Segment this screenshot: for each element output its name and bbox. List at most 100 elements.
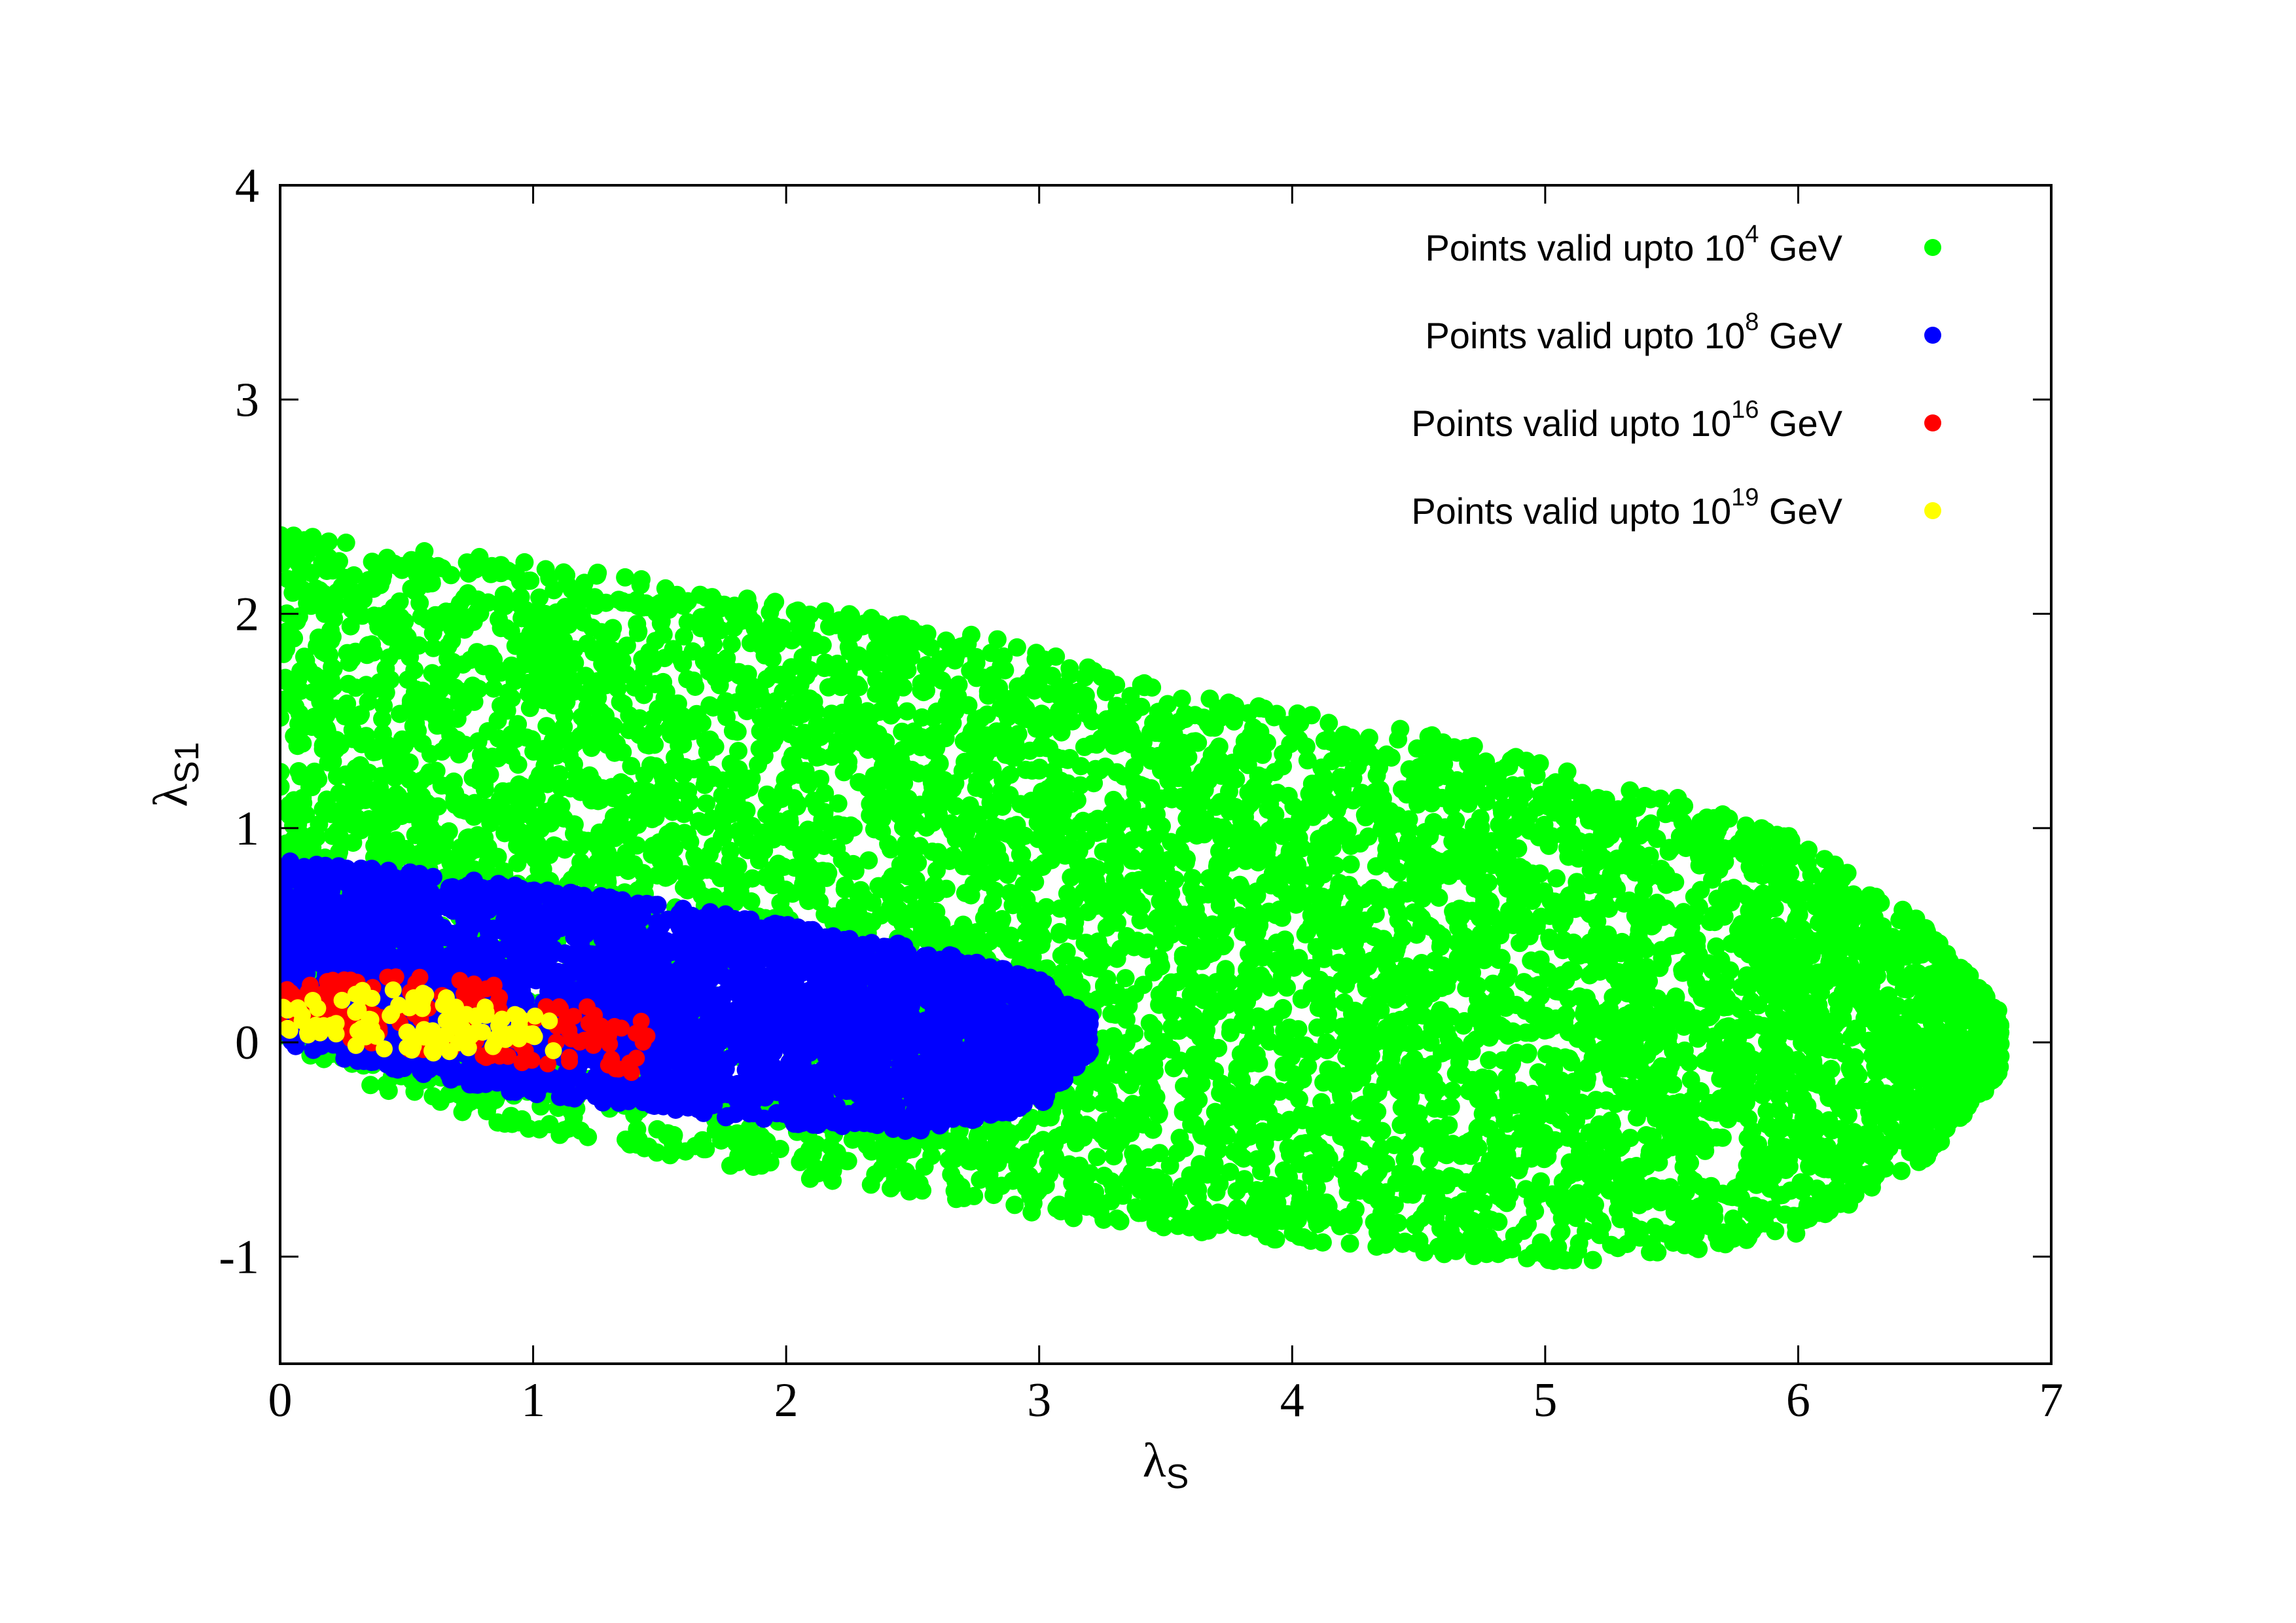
- data-point: [1421, 1167, 1440, 1186]
- data-point: [391, 704, 409, 723]
- data-point: [1642, 917, 1661, 936]
- data-point: [509, 715, 528, 734]
- data-point: [704, 837, 723, 856]
- data-point: [1287, 1037, 1306, 1056]
- data-point: [289, 762, 308, 780]
- data-point: [1530, 754, 1549, 773]
- data-point: [1785, 917, 1804, 936]
- data-point: [442, 566, 460, 585]
- data-point: [1621, 781, 1640, 800]
- data-point: [1125, 1024, 1144, 1043]
- data-point: [321, 621, 340, 640]
- data-point: [1105, 879, 1124, 898]
- data-point: [1035, 854, 1054, 873]
- data-point: [1773, 1186, 1791, 1205]
- data-point: [1175, 824, 1194, 843]
- data-point: [1767, 1133, 1786, 1152]
- data-point: [346, 678, 365, 697]
- data-point: [1369, 1145, 1388, 1164]
- data-point: [632, 570, 651, 589]
- data-point: [1254, 736, 1273, 755]
- data-point: [1351, 834, 1369, 853]
- data-point: [1341, 855, 1360, 874]
- data-point: [1132, 697, 1151, 716]
- data-point: [882, 1178, 900, 1197]
- data-point: [811, 727, 830, 746]
- data-point: [1471, 1079, 1490, 1098]
- data-point: [1192, 1074, 1211, 1093]
- data-point: [555, 1121, 574, 1140]
- data-point: [1497, 838, 1516, 857]
- data-point: [309, 770, 328, 789]
- data-point: [1454, 1016, 1473, 1035]
- data-point: [1388, 901, 1407, 920]
- data-point: [1062, 868, 1081, 887]
- data-point: [789, 795, 808, 814]
- data-point: [961, 886, 980, 905]
- data-point: [755, 746, 774, 765]
- data-point: [1945, 1017, 1964, 1036]
- data-point: [656, 579, 675, 598]
- data-point: [1206, 797, 1225, 816]
- data-point: [1505, 748, 1524, 767]
- data-point: [729, 742, 747, 761]
- data-point: [983, 892, 1002, 911]
- data-point: [373, 724, 392, 743]
- data-point: [1111, 1212, 1130, 1231]
- data-point: [1757, 1102, 1776, 1121]
- data-point: [1007, 638, 1026, 657]
- data-point: [643, 709, 662, 728]
- data-point: [998, 866, 1017, 884]
- data-point: [460, 554, 479, 573]
- scatter-points: [280, 526, 2010, 1270]
- data-point: [741, 634, 760, 653]
- data-point: [1236, 1126, 1255, 1145]
- data-point: [1793, 1182, 1812, 1201]
- data-point: [1834, 998, 1853, 1017]
- data-point: [1580, 1021, 1599, 1040]
- data-point: [520, 699, 539, 718]
- data-point: [744, 1158, 763, 1176]
- data-point: [1143, 1025, 1162, 1044]
- data-point: [1412, 954, 1431, 972]
- data-point: [1278, 862, 1297, 881]
- data-point: [1340, 1234, 1359, 1253]
- data-point: [1071, 776, 1090, 795]
- data-point: [1892, 1161, 1910, 1180]
- data-point: [1115, 1126, 1134, 1145]
- data-point: [483, 747, 502, 766]
- data-point: [537, 717, 556, 736]
- data-point: [1133, 1095, 1152, 1114]
- data-point: [836, 876, 855, 895]
- data-point: [1172, 689, 1191, 708]
- data-point: [1583, 1250, 1602, 1269]
- data-point: [508, 854, 527, 873]
- data-point: [592, 623, 611, 642]
- data-point: [931, 650, 950, 669]
- data-point: [1480, 1051, 1499, 1070]
- data-point: [1405, 1007, 1424, 1026]
- data-point: [1515, 973, 1534, 992]
- data-point: [907, 813, 926, 832]
- data-point: [1308, 1018, 1327, 1037]
- data-point: [1641, 814, 1660, 833]
- data-point: [1443, 1082, 1462, 1100]
- data-point: [480, 765, 499, 784]
- data-point: [1362, 951, 1381, 970]
- data-point: [1318, 1041, 1336, 1059]
- data-point: [365, 680, 384, 699]
- data-point: [816, 602, 834, 621]
- data-point: [361, 1076, 380, 1095]
- data-point: [859, 851, 878, 870]
- data-point: [1547, 869, 1566, 888]
- data-point: [1637, 1126, 1656, 1144]
- data-point: [977, 873, 996, 892]
- data-point: [343, 600, 362, 619]
- data-point: [492, 564, 511, 583]
- data-point: [1350, 1144, 1369, 1163]
- data-point: [1210, 1175, 1229, 1194]
- data-point: [655, 649, 674, 668]
- data-point: [675, 627, 694, 646]
- data-point: [1537, 1045, 1556, 1064]
